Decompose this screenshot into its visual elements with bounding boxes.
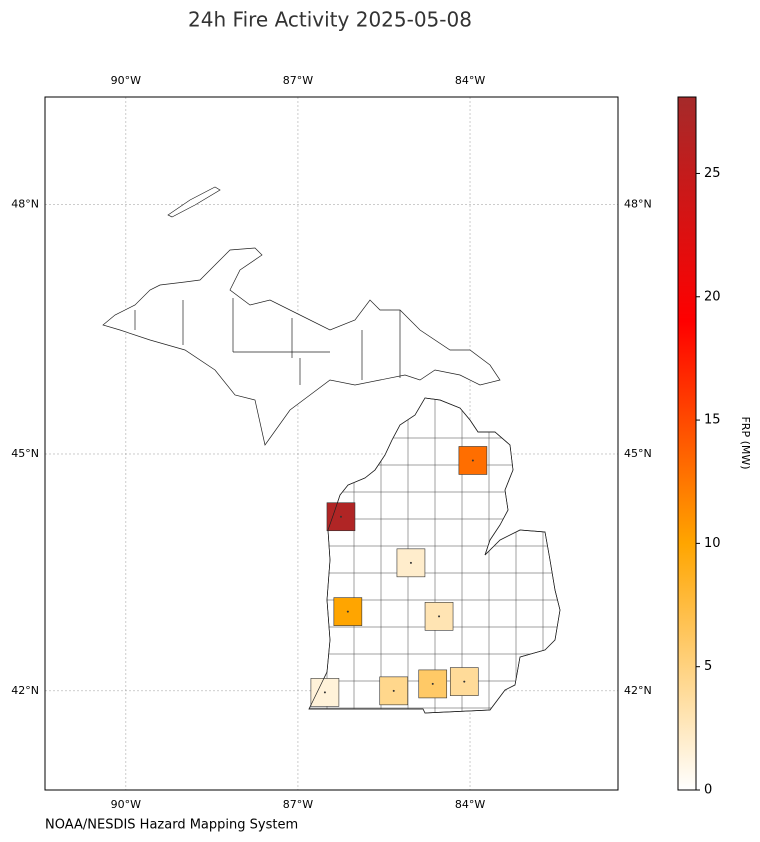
colorbar-tick-label: 20	[704, 289, 721, 304]
map-frame	[44, 96, 619, 791]
fire-county	[418, 669, 448, 699]
colorbar-tick-label: 10	[704, 536, 721, 551]
x-tick-label: 87°W	[283, 798, 313, 811]
fire-point	[409, 561, 412, 564]
y-tick-label: 42°N	[624, 684, 652, 697]
source-note: NOAA/NESDIS Hazard Mapping System	[45, 818, 298, 833]
x-tick-label: 90°W	[111, 798, 141, 811]
colorbar-tick-label: 0	[704, 783, 712, 798]
colorbar-tick-label: 15	[704, 413, 721, 428]
fire-point	[339, 515, 342, 518]
fire-point	[471, 459, 474, 462]
state-outline	[102, 186, 561, 714]
y-tick-label: 45°N	[11, 447, 39, 460]
y-tick-label: 48°N	[624, 197, 652, 210]
colorbar-tick-label: 25	[704, 166, 721, 181]
fire-layer	[310, 446, 488, 707]
fire-county	[326, 502, 356, 532]
isle-royale	[167, 186, 221, 218]
y-tick-label: 45°N	[624, 447, 652, 460]
colorbar	[677, 96, 697, 791]
x-tick-label: 84°W	[455, 798, 485, 811]
fire-point	[438, 615, 441, 618]
lower-peninsula	[308, 397, 561, 714]
fire-point	[392, 689, 395, 692]
y-tick-label: 48°N	[11, 197, 39, 210]
colorbar-tick-label: 5	[704, 659, 712, 674]
upper-peninsula	[102, 247, 501, 446]
x-tick-label: 87°W	[283, 74, 313, 87]
county-lines	[134, 298, 401, 385]
colorbar-label: FRP (MW)	[739, 416, 752, 469]
chart-title: 24h Fire Activity 2025-05-08	[188, 8, 472, 32]
fire-point	[431, 682, 434, 685]
fire-point	[346, 610, 349, 613]
fire-point	[463, 680, 466, 683]
x-tick-label: 90°W	[111, 74, 141, 87]
x-tick-label: 84°W	[455, 74, 485, 87]
fire-point	[323, 691, 326, 694]
y-tick-label: 42°N	[11, 684, 39, 697]
